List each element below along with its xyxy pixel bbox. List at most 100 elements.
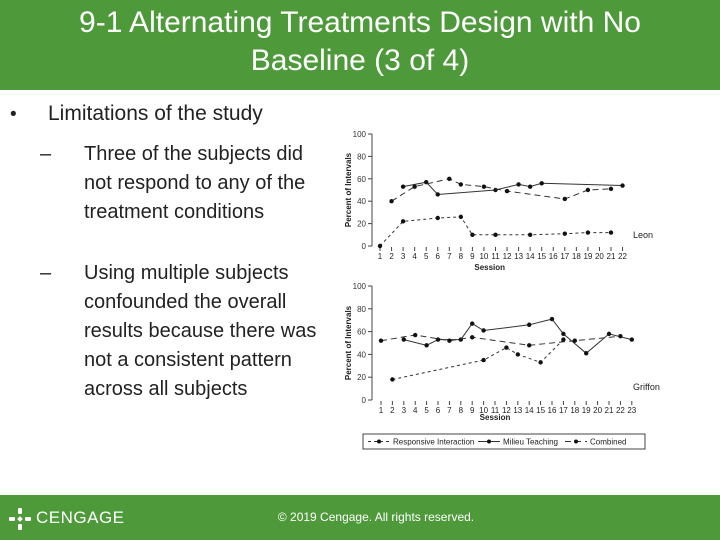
data-point	[515, 352, 520, 357]
y-tick-label: 60	[357, 175, 366, 184]
x-tick-label: 20	[593, 406, 602, 415]
bullet-text: Limitations of the study	[48, 102, 263, 125]
x-tick-label: 19	[583, 252, 592, 261]
x-tick-label: 7	[447, 406, 452, 415]
x-tick-label: 15	[537, 252, 546, 261]
legend-box	[362, 433, 646, 450]
y-tick-label: 100	[353, 130, 367, 139]
y-tick-label: 100	[353, 282, 367, 291]
brand-name: CENGAGE	[36, 508, 125, 527]
x-tick-label: 5	[424, 406, 429, 415]
y-tick-label: 40	[357, 350, 366, 359]
data-point	[584, 351, 589, 356]
data-point	[413, 332, 418, 338]
series-line	[380, 334, 621, 346]
y-axis-label: Percent of Intervals	[344, 152, 353, 227]
data-point	[412, 184, 417, 189]
y-tick-label: 40	[357, 197, 366, 206]
data-point	[470, 321, 475, 326]
y-tick-label: 80	[357, 152, 366, 161]
series-line	[403, 181, 623, 196]
y-axis-label: Percent of Intervals	[344, 305, 353, 380]
data-point	[562, 231, 567, 236]
x-tick-label: 9	[470, 252, 475, 261]
data-point	[470, 335, 475, 340]
x-tick-label: 22	[618, 252, 627, 261]
legend-marker	[574, 439, 578, 444]
data-point	[458, 182, 464, 187]
cengage-logo-icon	[9, 508, 31, 530]
data-point	[504, 188, 510, 194]
title-line-2: Baseline (3 of 4)	[250, 44, 470, 77]
data-point	[620, 183, 625, 188]
data-point	[608, 230, 614, 235]
data-point	[378, 338, 384, 343]
data-point	[470, 232, 475, 237]
series-line	[379, 216, 611, 247]
x-tick-label: 13	[513, 406, 522, 415]
x-tick-label: 17	[560, 252, 569, 261]
legend-marker	[487, 439, 491, 444]
data-point	[527, 343, 532, 348]
x-tick-label: 7	[447, 252, 452, 261]
data-point	[572, 338, 577, 343]
x-tick-label: 11	[491, 406, 500, 415]
x-tick-label: 10	[479, 252, 488, 261]
data-point	[516, 182, 521, 187]
x-tick-label: 3	[401, 252, 406, 261]
data-point	[481, 357, 486, 363]
x-tick-label: 6	[436, 252, 441, 261]
data-point	[447, 176, 452, 181]
data-point	[481, 184, 487, 189]
x-tick-label: 23	[627, 406, 636, 415]
data-point	[458, 337, 463, 342]
data-point	[527, 184, 533, 189]
x-tick-label: 1	[379, 406, 384, 415]
legend-label: Responsive Interaction	[393, 438, 474, 447]
title-line-1: 9-1 Alternating Treatments Design with N…	[79, 6, 641, 39]
x-tick-label: 16	[548, 406, 557, 415]
y-tick-label: 20	[357, 373, 366, 382]
series-line	[403, 318, 632, 354]
sub-bullet-text: Three of the subjects did not respond to…	[84, 143, 306, 223]
data-point	[377, 243, 383, 249]
x-tick-label: 8	[459, 252, 464, 261]
x-tick-label: 1	[378, 252, 383, 261]
x-tick-label: 18	[570, 406, 579, 415]
data-point	[504, 345, 509, 350]
x-tick-label: 21	[607, 252, 616, 261]
x-tick-label: 16	[549, 252, 558, 261]
data-point	[527, 232, 533, 237]
dash-marker: –	[40, 143, 52, 165]
data-point	[561, 337, 566, 342]
x-tick-label: 17	[559, 406, 568, 415]
sub-bullet-text: Using multiple subjects confounded the o…	[84, 262, 317, 400]
x-tick-label: 11	[491, 252, 500, 261]
data-point	[549, 316, 555, 322]
dash-marker: –	[40, 262, 52, 284]
data-point	[561, 331, 566, 337]
data-point	[493, 232, 498, 237]
x-tick-label: 4	[413, 406, 418, 415]
data-point	[629, 337, 634, 342]
x-axis-label: Session	[474, 263, 505, 272]
data-point	[390, 377, 395, 382]
x-tick-label: 3	[402, 406, 407, 415]
data-point	[401, 337, 406, 342]
footer-bar	[0, 495, 720, 540]
x-tick-label: 22	[616, 406, 625, 415]
y-tick-label: 80	[357, 305, 366, 314]
x-tick-label: 13	[514, 252, 523, 261]
data-point	[424, 343, 429, 348]
x-tick-label: 8	[459, 406, 464, 415]
data-point	[562, 196, 567, 202]
data-point	[481, 328, 486, 333]
chart-subject-label: Griffon	[633, 382, 660, 392]
y-tick-label: 20	[357, 220, 366, 229]
x-tick-label: 12	[502, 406, 511, 415]
data-point	[585, 187, 591, 193]
data-point	[435, 337, 441, 342]
legend-label: Milieu Teaching	[503, 438, 558, 447]
data-point	[538, 360, 543, 365]
x-tick-label: 9	[470, 406, 475, 415]
